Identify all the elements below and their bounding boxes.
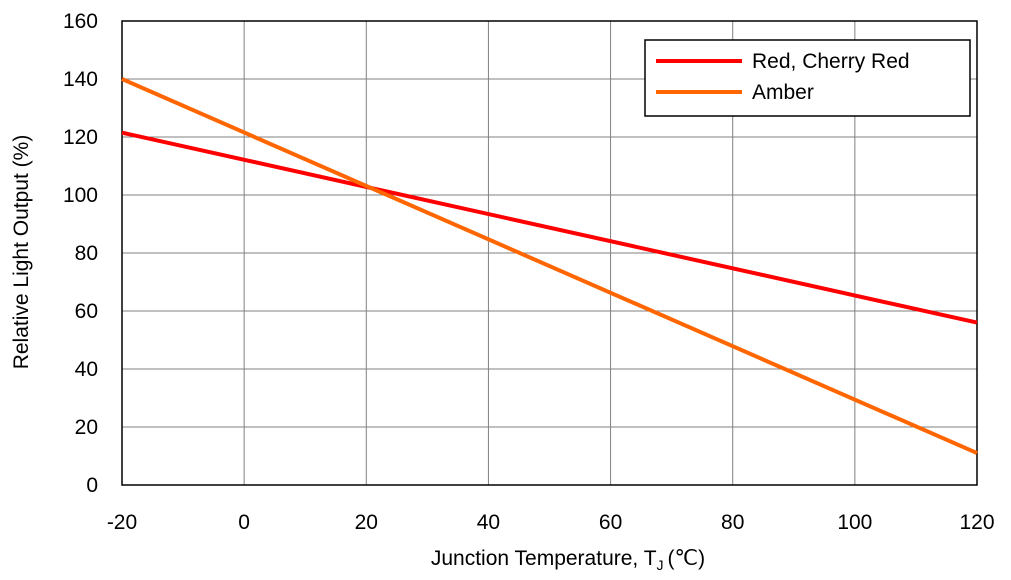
y-tick-label: 80 (75, 242, 98, 265)
x-tick-label: 20 (355, 511, 378, 534)
x-tick-label: 100 (837, 511, 872, 534)
x-axis-title: Junction Temperature, TJ (℃) (431, 547, 705, 573)
x-tick-label: 0 (238, 511, 250, 534)
x-tick-label: 60 (599, 511, 622, 534)
legend-label-amber: Amber (752, 81, 814, 104)
y-tick-label: 140 (63, 68, 98, 91)
x-tick-label: 40 (477, 511, 500, 534)
x-tick-label: 120 (959, 511, 994, 534)
series-lines (121, 77, 978, 455)
series-line-red (121, 130, 978, 325)
legend-label-red: Red, Cherry Red (752, 50, 910, 73)
y-tick-label: 100 (63, 184, 98, 207)
plot-frame (121, 20, 978, 486)
x-tick-labels: -20 0 20 40 60 80 100 120 (107, 511, 995, 534)
series-line-amber (121, 77, 978, 455)
y-tick-label: 40 (75, 358, 98, 381)
legend: Red, Cherry Red Amber (644, 39, 971, 117)
y-tick-label: 0 (86, 474, 98, 497)
y-tick-label: 20 (75, 416, 98, 439)
legend-box (644, 39, 971, 117)
y-tick-label: 160 (63, 10, 98, 33)
y-tick-label: 120 (63, 126, 98, 149)
x-tick-label: -20 (107, 511, 137, 534)
y-axis-title: Relative Light Output (%) (10, 135, 33, 370)
y-tick-label: 60 (75, 300, 98, 323)
x-tick-label: 80 (721, 511, 744, 534)
y-tick-labels: 0 20 40 60 80 100 120 140 160 (63, 10, 98, 497)
